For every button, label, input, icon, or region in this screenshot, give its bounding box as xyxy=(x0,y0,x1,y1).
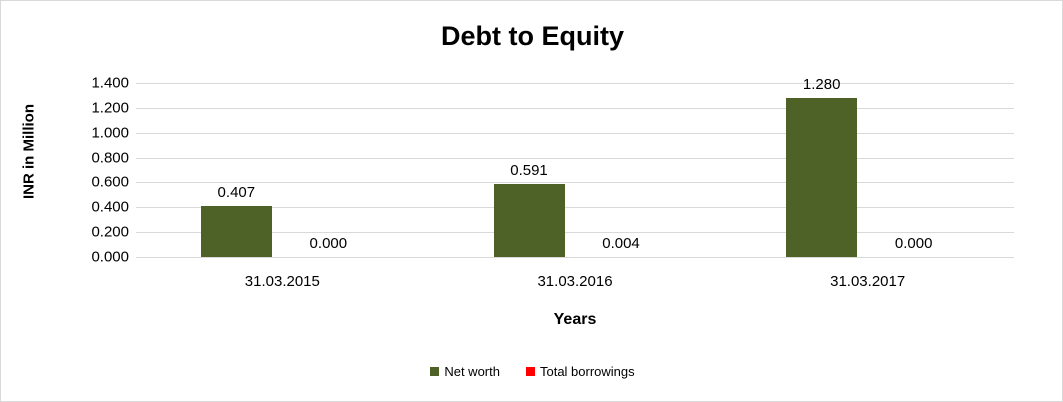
legend-swatch-icon xyxy=(430,367,440,376)
chart-title: Debt to Equity xyxy=(441,21,624,51)
data-label: 0.004 xyxy=(602,234,640,252)
legend-swatch-icon xyxy=(525,367,535,376)
gridline xyxy=(136,157,1014,159)
gridline xyxy=(136,182,1014,184)
legend-label: Total borrowings xyxy=(539,364,635,379)
gridline xyxy=(136,132,1014,134)
gridline xyxy=(136,83,1014,84)
y-axis-tick-label: 0.200 xyxy=(91,223,129,241)
gridline xyxy=(136,232,1014,234)
data-label: 0.591 xyxy=(510,161,548,179)
legend-item-net-worth[interactable]: Net worth xyxy=(430,364,500,379)
y-axis-tick-label: 0.400 xyxy=(91,198,129,216)
data-label: 0.407 xyxy=(217,184,256,202)
y-axis-tick-label: 0.800 xyxy=(91,149,129,167)
gridline xyxy=(136,107,1014,109)
y-axis-tick-labels: 1.400 1.200 1.000 0.800 0.600 0.400 0.200 0.000 xyxy=(1,75,1062,266)
legend-label: Net worth xyxy=(444,364,500,379)
y-axis-tick-label: 1.000 xyxy=(91,124,129,142)
x-axis-title: Years xyxy=(553,311,597,328)
data-label: 0.000 xyxy=(894,235,933,252)
plot-area: 0.407 0.000 0.591 0.004 1.280 0.000 xyxy=(136,76,1014,258)
data-label: 1.280 xyxy=(802,75,841,93)
y-axis-tick-label: 0.600 xyxy=(91,173,129,191)
x-axis-category-label: 31.03.2015 xyxy=(244,273,320,290)
data-label: 0.000 xyxy=(309,235,348,252)
gridline xyxy=(136,257,1014,258)
y-axis-tick-label: 0.000 xyxy=(91,248,129,266)
legend-item-total-borrowings[interactable]: Total borrowings xyxy=(525,364,635,379)
gridline xyxy=(136,207,1014,209)
x-axis-category-labels: 31.03.2015 31.03.2016 31.03.2017 xyxy=(136,273,1014,297)
bar-net-worth-31.03.2015 xyxy=(200,206,272,257)
bar-net-worth-31.03.2016 xyxy=(493,183,565,257)
y-axis-tick-label: 1.200 xyxy=(91,99,129,117)
x-axis-category-label: 31.03.2017 xyxy=(830,273,906,290)
bar-net-worth-31.03.2017 xyxy=(786,97,858,257)
x-axis-category-label: 31.03.2016 xyxy=(537,273,613,290)
chart-legend: Net worth Total borrowings xyxy=(1,364,1062,379)
y-axis-tick-label: 1.400 xyxy=(91,74,129,92)
